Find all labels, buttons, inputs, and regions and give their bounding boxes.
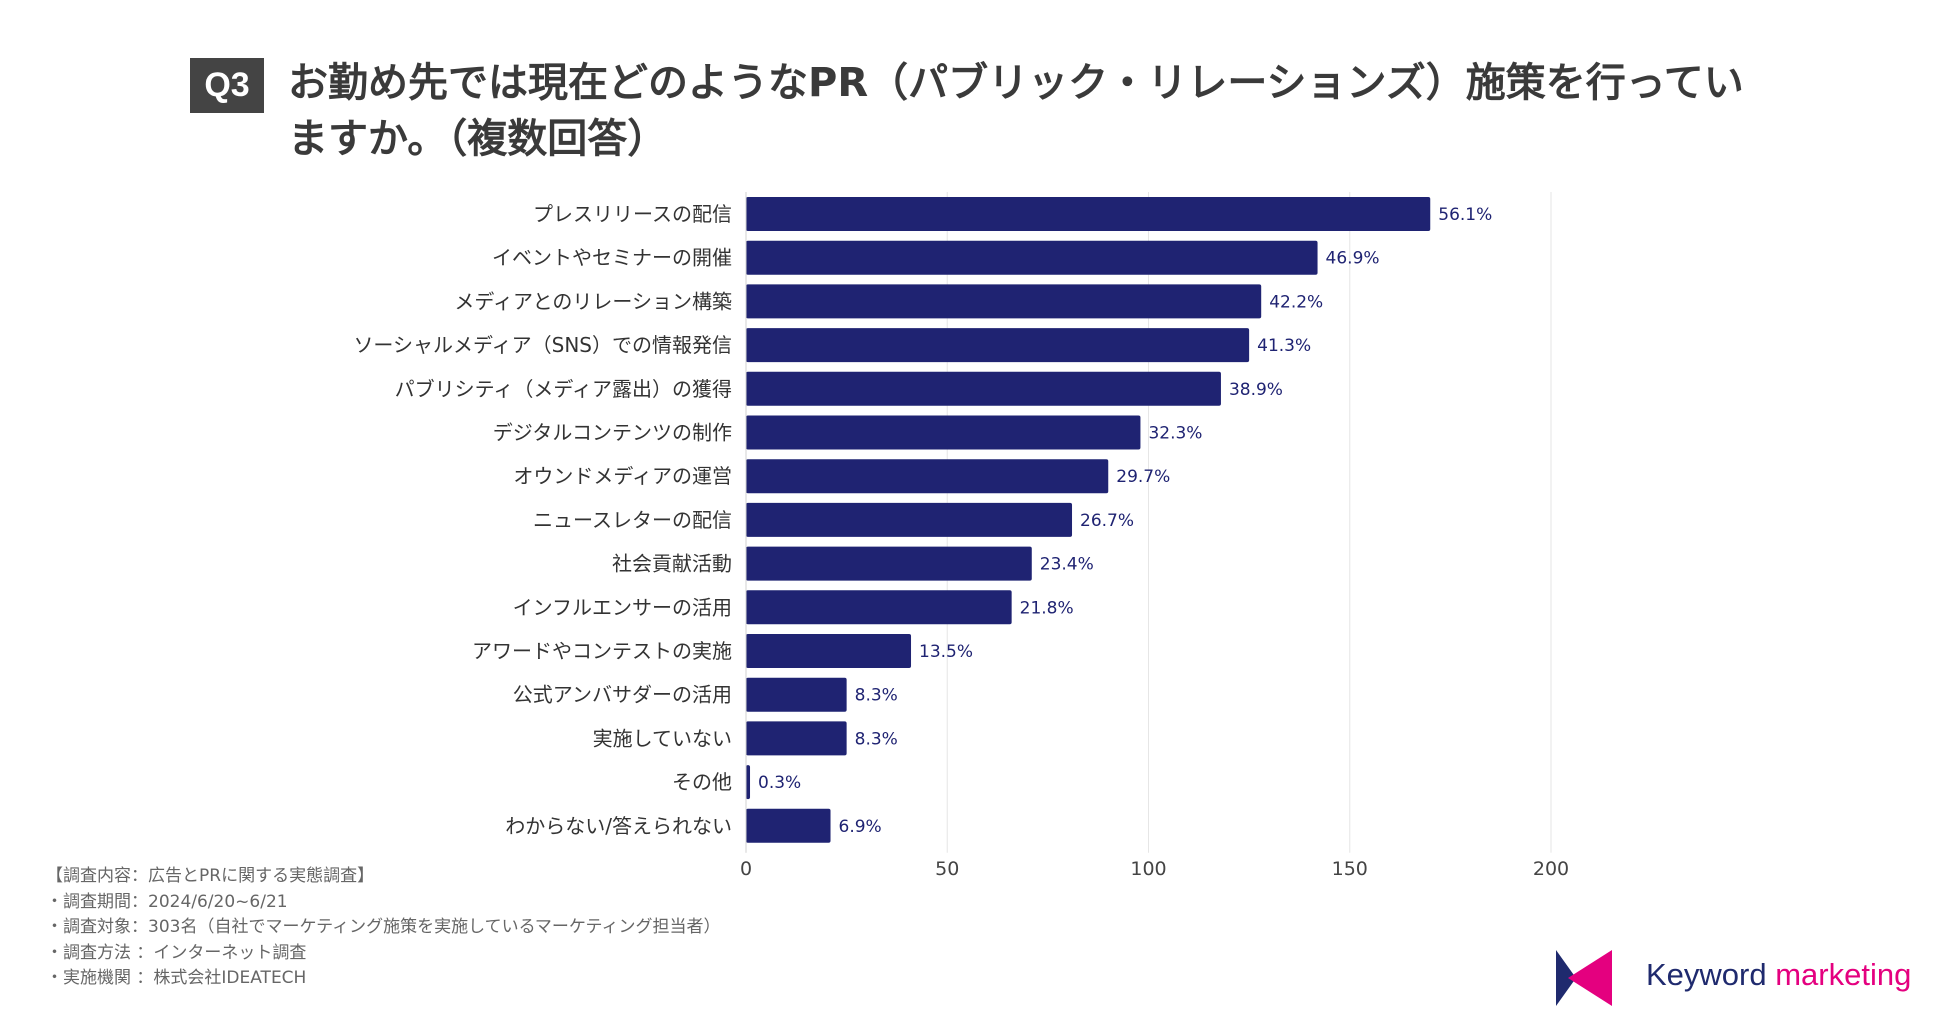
survey-note-line: ・調査対象：303名（自社でマーケティング施策を実施しているマーケティング担当者… [46, 917, 721, 937]
survey-notes: 【調査内容：広告とPRに関する実態調査】 ・調査期間：2024/6/20~6/2… [46, 864, 721, 992]
question-badge: Q3 [190, 58, 264, 113]
bar [746, 284, 1262, 319]
category-label: ニュースレターの配信 [533, 508, 732, 532]
survey-note-line: 【調査内容：広告とPRに関する実態調査】 [46, 866, 375, 886]
bar [746, 677, 847, 712]
data-label: 38.9% [1229, 380, 1283, 400]
logo-wordmark: Keyword marketing [1646, 957, 1911, 993]
bar [746, 721, 847, 756]
x-tick-label: 100 [1130, 858, 1166, 880]
bar [746, 197, 1431, 231]
data-label: 23.4% [1040, 555, 1094, 575]
survey-note-line: ・実施機関 ：株式会社IDEATECH [46, 968, 307, 988]
bar [746, 415, 1141, 450]
survey-note-line: ・調査方法 ：インターネット調査 [46, 942, 307, 963]
bar [746, 371, 1221, 406]
keyword-marketing-logo: Keyword marketing [1554, 948, 1934, 1008]
category-label: アワードやコンテストの実施 [472, 639, 732, 663]
data-label: 26.7% [1080, 511, 1134, 531]
category-label: 実施していない [593, 726, 732, 750]
category-label: 公式アンバサダーの活用 [513, 683, 732, 707]
data-label: 13.5% [919, 642, 973, 662]
logo-mark-icon [1556, 950, 1612, 1006]
category-label: パブリシティ（メディア露出）の獲得 [395, 377, 732, 401]
category-label: 社会貢献活動 [612, 552, 732, 576]
bar [746, 590, 1012, 625]
x-tick-label: 0 [740, 858, 752, 880]
data-label: 6.9% [839, 817, 882, 837]
bar [746, 328, 1250, 363]
bar [746, 808, 831, 843]
data-label: 56.1% [1438, 205, 1492, 225]
data-label: 42.2% [1269, 292, 1323, 312]
category-label: イベントやセミナーの開催 [492, 246, 732, 270]
data-label: 8.3% [855, 729, 898, 749]
category-label: その他 [672, 770, 732, 794]
data-label: 8.3% [855, 686, 898, 706]
category-label: インフルエンサーの活用 [513, 595, 732, 619]
x-tick-label: 50 [935, 858, 959, 880]
bar [746, 765, 751, 800]
logo-word-marketing: marketing [1775, 957, 1912, 992]
category-label: デジタルコンテンツの制作 [493, 421, 732, 445]
category-label: メディアとのリレーション構築 [454, 289, 732, 313]
bar [746, 502, 1073, 537]
data-label: 21.8% [1020, 598, 1074, 618]
logo-word-keyword: Keyword [1646, 957, 1767, 992]
bar [746, 634, 912, 668]
x-tick-label: 150 [1332, 858, 1368, 880]
data-label: 32.3% [1148, 424, 1202, 444]
data-label: 29.7% [1116, 467, 1170, 487]
survey-note-line: ・調査期間：2024/6/20~6/21 [46, 891, 288, 912]
category-label: わからない/答えられない [505, 814, 732, 838]
data-label: 41.3% [1257, 336, 1311, 356]
data-label: 46.9% [1326, 249, 1380, 269]
chart-title: お勤め先では現在どのようなPR（パブリック・リレーションズ）施策を行っていますか… [288, 60, 1744, 162]
bar [746, 240, 1318, 275]
category-label: ソーシャルメディア（SNS）での情報発信 [353, 333, 732, 357]
category-label: オウンドメディアの運営 [513, 464, 732, 488]
bar [746, 459, 1109, 494]
bar-chart: 0 50 100 150 200 プレスリリースの配信 56.1% イベントやセミナーの開催 4… [353, 192, 1569, 880]
bar [746, 546, 1032, 581]
data-label: 0.3% [758, 773, 801, 793]
category-label: プレスリリースの配信 [533, 202, 732, 226]
x-tick-label: 200 [1533, 858, 1569, 880]
